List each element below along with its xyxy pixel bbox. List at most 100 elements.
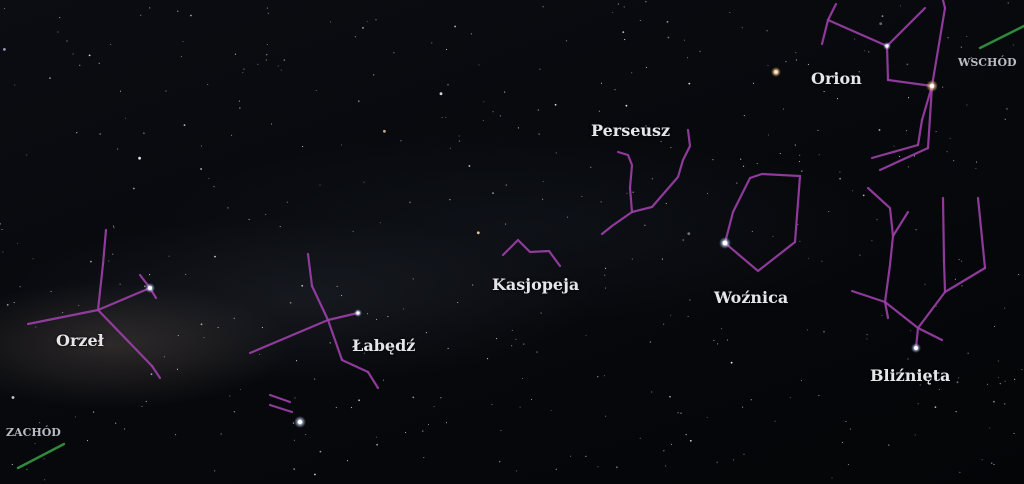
background-star	[352, 230, 354, 233]
background-star	[2, 251, 4, 253]
background-star	[536, 351, 538, 353]
background-star	[0, 223, 1, 225]
background-star	[294, 397, 296, 399]
gemini-lines	[850, 186, 987, 350]
background-star	[183, 124, 186, 126]
background-star	[402, 308, 404, 310]
background-star	[200, 168, 203, 170]
background-star	[119, 90, 122, 92]
background-star	[1004, 380, 1006, 382]
background-star	[881, 314, 883, 316]
background-star	[667, 36, 670, 39]
background-star	[845, 420, 847, 423]
label-auriga[interactable]: Woźnica	[714, 288, 789, 307]
background-star	[3, 7, 6, 9]
label-gemini[interactable]: Bliźnięta	[870, 366, 951, 385]
background-star	[387, 315, 389, 318]
background-star	[841, 441, 843, 443]
background-star	[265, 59, 267, 61]
background-star	[997, 360, 999, 362]
background-star	[234, 53, 236, 55]
background-star	[515, 338, 517, 340]
background-star	[265, 213, 267, 215]
background-star	[960, 46, 962, 48]
background-star	[431, 42, 433, 44]
background-star	[98, 62, 100, 64]
background-star	[817, 129, 819, 131]
background-star	[393, 52, 395, 54]
background-star	[836, 98, 839, 100]
background-star	[357, 100, 360, 103]
background-star	[305, 434, 307, 436]
background-star	[538, 133, 540, 135]
background-star	[823, 90, 825, 93]
background-star	[958, 258, 960, 261]
background-star	[90, 260, 92, 263]
background-star	[839, 177, 841, 180]
background-star	[340, 144, 343, 146]
background-star	[115, 422, 117, 424]
background-star	[346, 460, 349, 462]
background-star	[286, 201, 288, 203]
background-star	[779, 153, 781, 155]
background-star	[871, 240, 873, 242]
background-star	[504, 91, 506, 93]
background-star	[483, 101, 485, 103]
background-star	[375, 19, 377, 21]
label-aquila[interactable]: Orzeł	[56, 331, 104, 350]
background-star	[595, 127, 598, 129]
background-star	[752, 82, 755, 84]
background-star	[651, 391, 653, 393]
label-cassiopeia[interactable]: Kasjopeja	[492, 275, 580, 294]
background-star	[243, 68, 245, 70]
background-star	[519, 406, 521, 408]
background-star	[454, 25, 456, 28]
background-star	[217, 326, 219, 328]
background-star	[289, 301, 292, 304]
background-star	[625, 104, 628, 107]
background-star	[66, 40, 68, 42]
background-star	[924, 283, 926, 285]
background-star	[899, 5, 901, 7]
background-star	[670, 314, 672, 316]
background-star	[645, 125, 647, 127]
background-star	[511, 345, 513, 347]
background-star	[182, 41, 184, 43]
label-perseus[interactable]: Perseusz	[591, 121, 671, 140]
background-star	[740, 158, 742, 160]
background-star	[1014, 378, 1016, 380]
background-star	[26, 468, 28, 470]
label-cygnus[interactable]: Łabędź	[352, 336, 416, 355]
background-star	[767, 64, 769, 67]
background-star	[717, 343, 719, 345]
background-star	[986, 383, 989, 385]
west-horizon-marker	[16, 442, 66, 470]
background-star	[62, 312, 64, 314]
background-star	[999, 383, 1001, 385]
background-star	[516, 470, 518, 472]
background-star	[639, 19, 641, 22]
background-star	[706, 192, 709, 194]
label-orion[interactable]: Orion	[811, 69, 862, 88]
background-star	[458, 135, 460, 137]
background-star	[112, 253, 114, 255]
background-star	[899, 155, 901, 158]
background-star	[726, 339, 728, 341]
background-star	[445, 116, 447, 118]
background-star	[315, 89, 317, 92]
background-star	[623, 6, 625, 8]
background-star	[133, 187, 135, 190]
background-star	[612, 11, 614, 14]
background-star	[26, 154, 28, 156]
background-star	[88, 54, 91, 57]
background-star	[570, 455, 572, 457]
background-star	[893, 145, 895, 147]
background-star	[554, 103, 557, 106]
background-star	[966, 104, 968, 106]
background-star	[233, 411, 235, 413]
background-star	[665, 203, 667, 205]
background-star	[975, 161, 978, 163]
background-star	[639, 437, 641, 439]
